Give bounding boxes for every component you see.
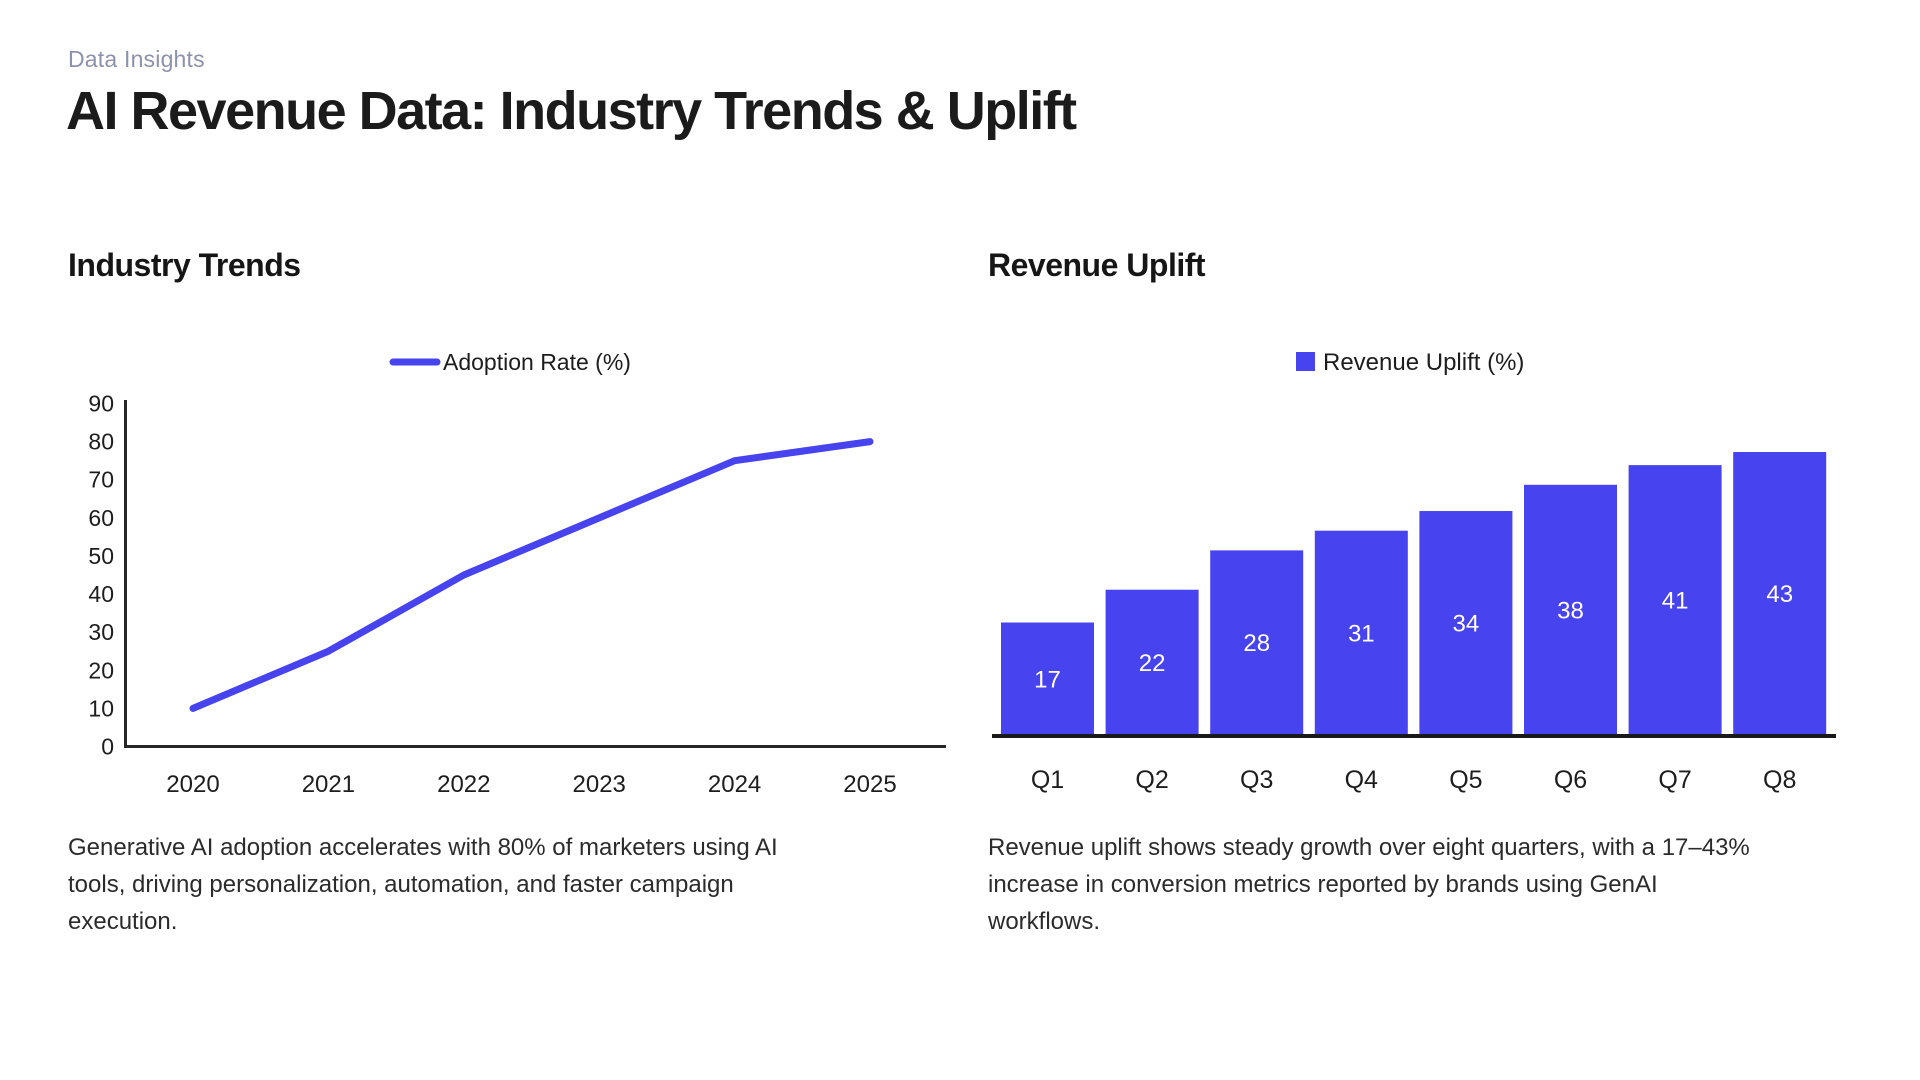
caption-line: Revenue uplift shows steady growth over … — [988, 834, 1750, 861]
caption-line: tools, driving personalization, automati… — [68, 871, 734, 898]
x-tick-label: 2022 — [437, 771, 490, 798]
bar-value-label: 43 — [1766, 581, 1793, 608]
bar-value-label: 17 — [1034, 666, 1061, 693]
adoption-rate-line — [189, 438, 874, 712]
bar-value-label: 34 — [1453, 611, 1480, 638]
bar-category-label: Q3 — [1240, 766, 1273, 794]
right-section-heading: Revenue Uplift — [988, 247, 1206, 283]
bar-value-label: 31 — [1348, 620, 1375, 647]
bar — [1628, 465, 1722, 734]
bar-category-label: Q2 — [1135, 766, 1168, 794]
y-tick-label: 80 — [88, 429, 114, 455]
revenue-uplift-bar-chart: Revenue Uplift (%) 17 Q1 22 Q2 28 Q3 31 Q4 34 Q5 38… — [992, 349, 1836, 794]
left-section-heading: Industry Trends — [68, 247, 301, 283]
y-tick-label: 10 — [88, 695, 114, 721]
x-tick-label: 2020 — [166, 771, 219, 798]
line-legend-label: Adoption Rate (%) — [443, 349, 631, 375]
left-chart-caption: Generative AI adoption accelerates with … — [68, 829, 928, 940]
bar — [1314, 530, 1408, 734]
right-chart-caption: Revenue uplift shows steady growth over … — [988, 829, 1888, 940]
bar-value-label: 38 — [1557, 597, 1584, 624]
y-tick-label: 30 — [88, 619, 114, 645]
y-tick-label: 20 — [88, 657, 114, 683]
y-tick-label: 40 — [88, 581, 114, 607]
bar-category-label: Q5 — [1449, 766, 1482, 794]
caption-line: execution. — [68, 908, 178, 935]
industry-trends-line-chart: Adoption Rate (%) 0 10 20 30 40 50 60 70 80 90 2020… — [88, 349, 946, 798]
bar-legend-marker — [1296, 352, 1315, 371]
x-tick-label: 2025 — [843, 771, 896, 798]
y-tick-label: 60 — [88, 505, 114, 531]
bar — [1524, 484, 1617, 734]
y-tick-label: 0 — [101, 734, 114, 760]
bar-value-label: 41 — [1662, 588, 1689, 615]
y-tick-label: 90 — [88, 391, 114, 417]
bar-category-label: Q4 — [1345, 766, 1378, 794]
page-title: AI Revenue Data: Industry Trends & Uplif… — [66, 81, 1077, 141]
bar-category-label: Q8 — [1763, 766, 1796, 794]
x-tick-label: 2023 — [573, 771, 626, 798]
bar — [1210, 550, 1304, 734]
bar-legend-label: Revenue Uplift (%) — [1323, 349, 1524, 376]
bar — [1105, 589, 1199, 734]
eyebrow-label: Data Insights — [68, 46, 205, 72]
bar-category-label: Q6 — [1554, 766, 1587, 794]
bar-value-label: 22 — [1139, 650, 1166, 677]
caption-line: Generative AI adoption accelerates with … — [68, 834, 778, 861]
caption-line: increase in conversion metrics reported … — [988, 871, 1658, 898]
bar-category-label: Q1 — [1031, 766, 1064, 794]
caption-line: workflows. — [988, 908, 1101, 935]
bar — [1733, 452, 1827, 734]
y-tick-label: 50 — [88, 543, 114, 569]
bar-value-label: 28 — [1243, 630, 1270, 657]
bar-category-label: Q7 — [1658, 766, 1691, 794]
bar — [1001, 622, 1094, 734]
x-tick-label: 2024 — [708, 771, 761, 798]
bar — [1419, 511, 1513, 734]
x-tick-label: 2021 — [302, 771, 355, 798]
y-tick-label: 70 — [88, 467, 114, 493]
